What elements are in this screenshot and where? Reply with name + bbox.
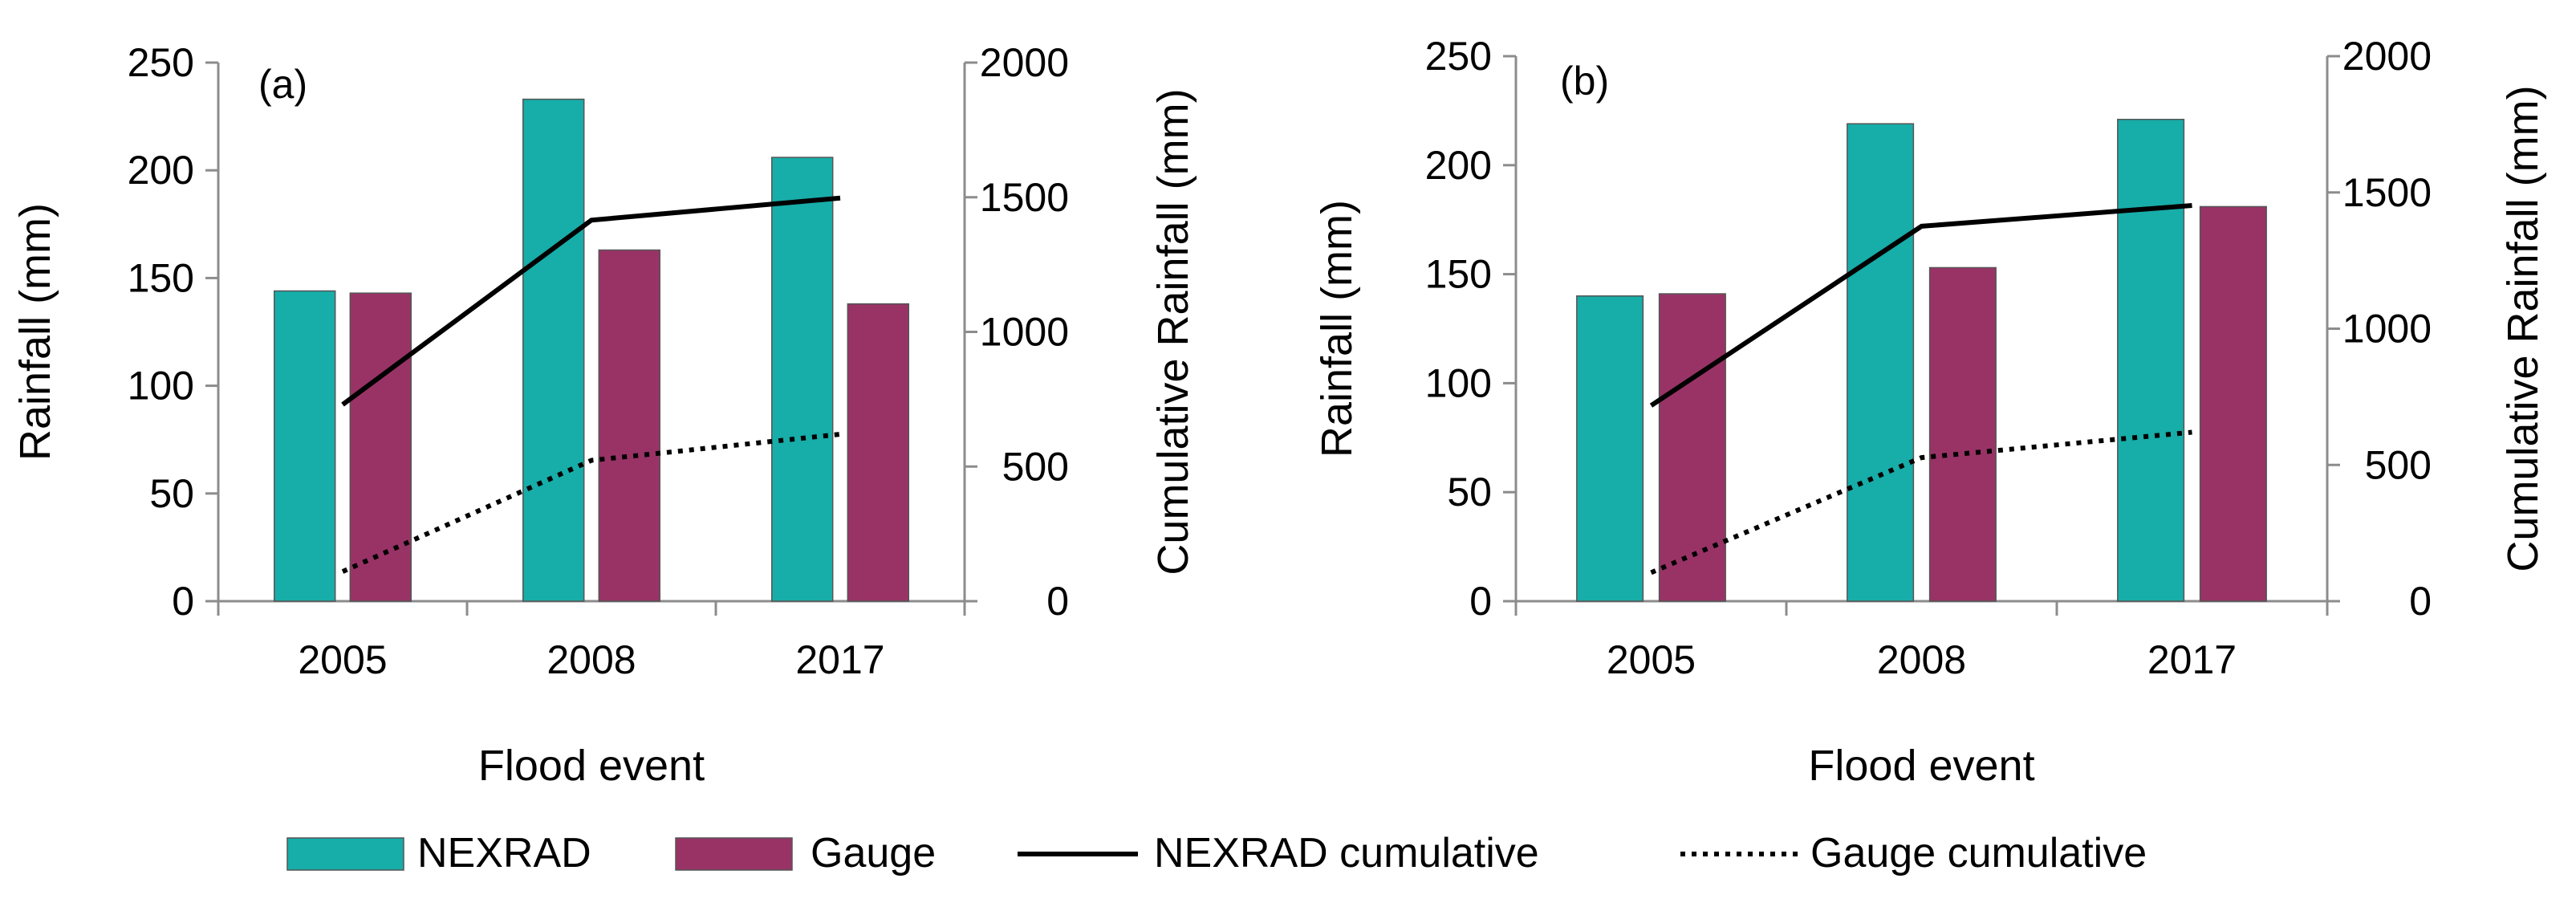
y-tick-label-left: 100: [1425, 360, 1492, 405]
bar-gauge: [2199, 205, 2267, 602]
y-axis-title-left: Rainfall (mm): [11, 203, 59, 461]
panel-label: (a): [258, 62, 307, 107]
y-tick-label-right: 0: [1046, 579, 1069, 624]
chart-panel-1: 0 50 100 150 200 250 0 500 1000 1500 2000 2005 2008 2…: [11, 40, 1197, 790]
x-axis-title: Flood event: [478, 742, 705, 790]
y-tick-label-left: 50: [149, 471, 194, 516]
y-tick-label-right: 1500: [2342, 170, 2432, 215]
y-axis-title-left: Rainfall (mm): [1313, 200, 1361, 458]
bar-gauge: [598, 249, 660, 602]
x-tick-label: 2017: [795, 637, 884, 682]
bar-nexrad: [1847, 123, 1915, 602]
y-tick-label-right: 500: [1002, 444, 1069, 489]
legend-swatch-gauge: [675, 837, 793, 871]
y-tick-label-right: 500: [2365, 442, 2432, 487]
y-tick-label-left: 0: [172, 579, 194, 624]
panel-label: (b): [1560, 59, 1609, 104]
y-tick-label-left: 250: [1425, 34, 1492, 79]
y-tick-label-left: 100: [128, 364, 194, 409]
legend-label: NEXRAD cumulative: [1154, 830, 1539, 876]
legend-label: Gauge: [811, 830, 936, 876]
y-tick-label-left: 50: [1447, 470, 1492, 514]
legend-label: Gauge cumulative: [1810, 830, 2147, 876]
y-tick-label-left: 150: [128, 255, 194, 300]
bar-gauge: [1928, 266, 1997, 602]
y-tick-label-left: 0: [1469, 579, 1492, 624]
x-tick-label: 2008: [546, 637, 636, 682]
y-axis-title-right: Cumulative Rainfall (mm): [2499, 85, 2547, 571]
bar-nexrad: [274, 290, 336, 602]
line-nexrad-cumulative: [341, 195, 841, 407]
bar-nexrad: [771, 157, 834, 602]
x-tick-label: 2005: [1607, 637, 1696, 682]
y-tick-label-left: 200: [1425, 143, 1492, 188]
y-tick-label-right: 2000: [980, 40, 1069, 85]
legend: NEXRAD Gauge NEXRAD cumulative Gauge cumula…: [286, 830, 2147, 876]
legend-item: Gauge cumulative: [1680, 830, 2147, 876]
bar-gauge: [349, 292, 412, 602]
y-tick-label-right: 2000: [2342, 34, 2432, 79]
y-tick-label-left: 250: [128, 40, 194, 85]
line-gauge-cumulative: [341, 432, 841, 574]
bar-gauge: [847, 303, 910, 602]
y-tick-label-left: 150: [1425, 252, 1492, 297]
x-axis-title: Flood event: [1808, 742, 2034, 790]
legend-item: Gauge: [675, 830, 936, 876]
bar-gauge: [1658, 293, 1726, 602]
line-nexrad-cumulative: [1649, 203, 2192, 408]
bar-nexrad: [1576, 295, 1644, 602]
y-tick-label-right: 1500: [980, 175, 1069, 220]
legend-item: NEXRAD cumulative: [1018, 830, 1539, 876]
line-gauge-cumulative: [1650, 429, 2192, 575]
x-tick-label: 2005: [298, 637, 387, 682]
bar-nexrad: [2117, 119, 2185, 602]
y-tick-label-right: 0: [2409, 579, 2432, 624]
legend-label: NEXRAD: [417, 830, 591, 876]
y-axis-title-right: Cumulative Rainfall (mm): [1149, 88, 1197, 575]
y-tick-label-left: 200: [128, 148, 194, 193]
y-tick-label-right: 1000: [980, 310, 1069, 355]
x-tick-label: 2017: [2147, 637, 2237, 682]
y-tick-label-right: 1000: [2342, 307, 2432, 352]
x-tick-label: 2008: [1877, 637, 1966, 682]
chart-panel-2: 0 50 100 150 200 250 0 500 1000 1500 2000 2005 2008 2…: [1313, 34, 2547, 790]
legend-item: NEXRAD: [286, 830, 591, 876]
bar-nexrad: [522, 98, 585, 602]
legend-swatch-nexrad: [286, 837, 404, 871]
